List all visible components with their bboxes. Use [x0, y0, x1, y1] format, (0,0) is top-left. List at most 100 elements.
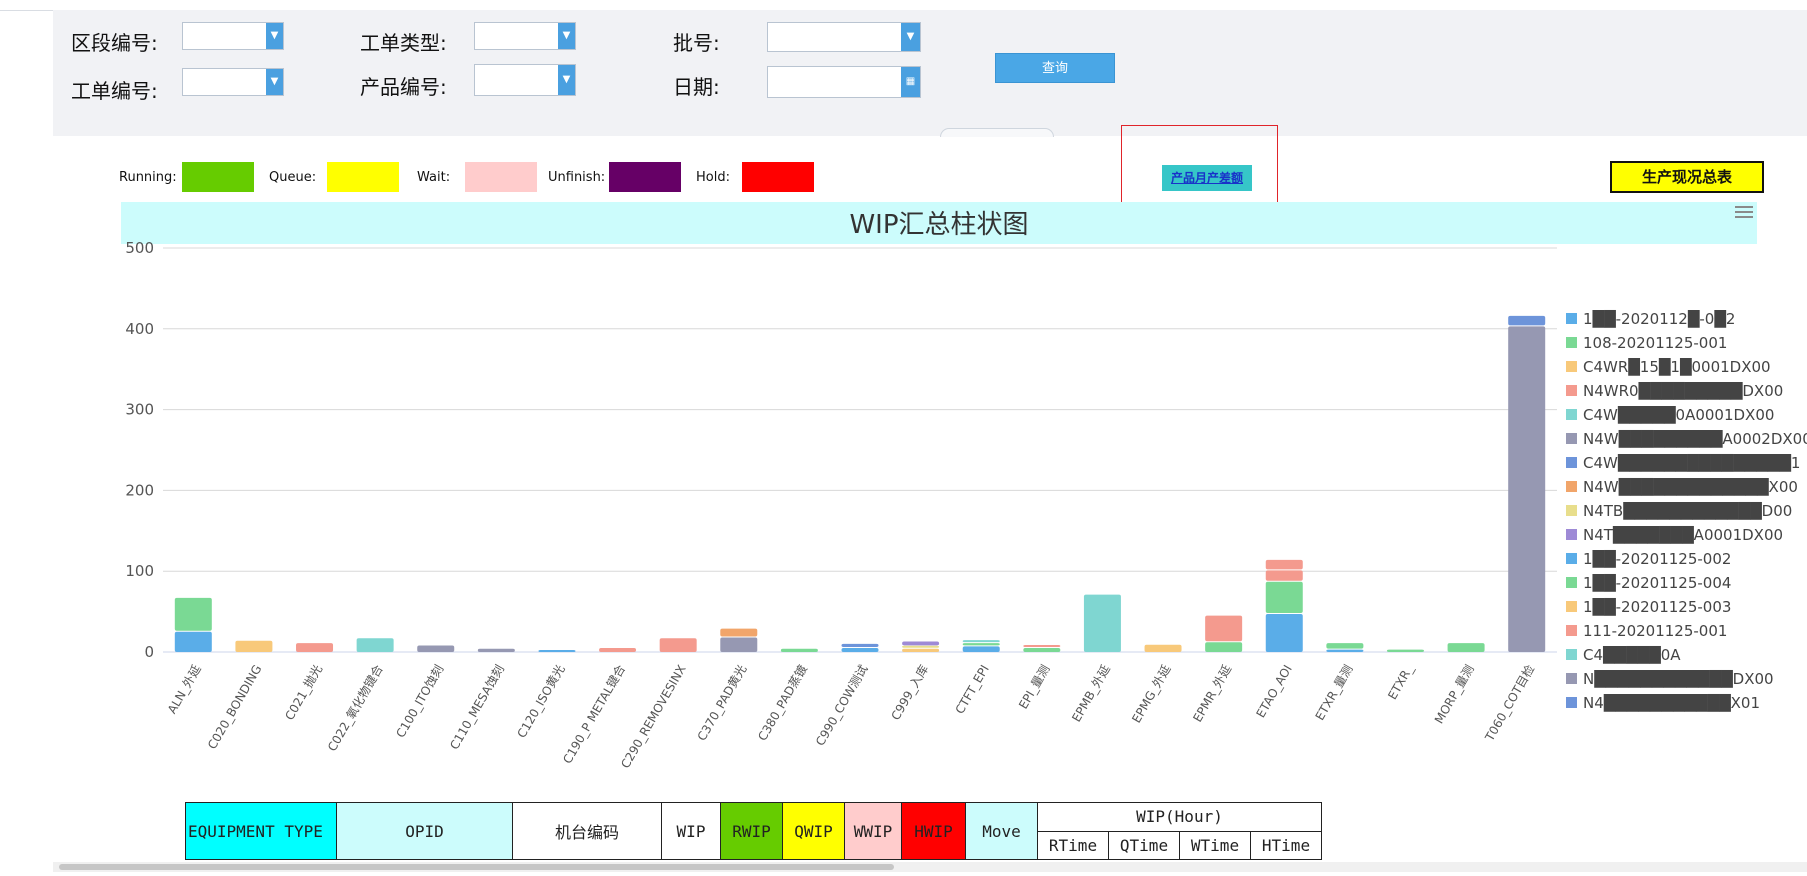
x-tick-label: C190_P METAL键合: [559, 662, 628, 766]
legend-queue-label: Queue:: [269, 170, 317, 185]
batch-no-label: 批号:: [673, 31, 720, 55]
product-monthly-diff-link[interactable]: 产品月产差额: [1162, 165, 1252, 191]
legend-unfinish-label: Unfinish:: [548, 170, 606, 185]
x-tick-label: ETXR_: [1385, 662, 1416, 702]
production-summary-button[interactable]: 生产现况总表: [1610, 161, 1764, 193]
bar-segment: [1326, 643, 1364, 649]
x-tick-label: C022_氧化物键合: [324, 662, 386, 754]
bar-segment: [174, 631, 212, 652]
bar-segment: [1083, 594, 1121, 652]
bar-segment: [1265, 570, 1303, 581]
bar-segment: [599, 647, 637, 652]
legend-hold-swatch: [742, 162, 814, 192]
bar-segment: [1326, 649, 1364, 652]
bar-segment: [1447, 643, 1485, 652]
legend-item-label: C4WR█15█1█0001DX00: [1583, 357, 1771, 376]
chevron-down-icon[interactable]: ▼: [558, 23, 575, 49]
menu-icon[interactable]: [1735, 206, 1753, 220]
bar-segment: [962, 646, 1000, 652]
y-tick-label: 0: [144, 643, 154, 661]
x-tick-label: C999_入库: [888, 662, 932, 723]
calendar-icon[interactable]: ▦: [901, 67, 920, 97]
legend-swatch: [1566, 361, 1577, 372]
col-machine-code: 机台编码: [512, 802, 662, 860]
section-no-label: 区段编号:: [71, 31, 158, 55]
workorder-no-select[interactable]: ▼: [182, 68, 284, 96]
x-tick-label: C370_PAD黄光: [695, 663, 750, 744]
bar-segment: [1205, 615, 1243, 642]
legend-item-label: N4███████████X01: [1583, 693, 1760, 712]
col-wip-hour: WIP(Hour): [1037, 802, 1322, 832]
chevron-down-icon[interactable]: ▼: [558, 65, 575, 95]
bar-segment: [780, 648, 818, 652]
bar-segment: [174, 597, 212, 631]
legend-swatch: [1566, 337, 1577, 348]
legend-running-swatch: [182, 162, 254, 192]
bar-segment: [720, 628, 758, 637]
bar-segment: [538, 650, 576, 652]
col-rtime: RTime: [1037, 830, 1109, 860]
legend-item-label: 1██-20201125-002: [1583, 549, 1731, 568]
bar-segment: [659, 638, 697, 652]
bar-segment: [1205, 642, 1243, 652]
product-no-label: 产品编号:: [360, 75, 447, 99]
legend-item-label: 1██-2020112█-0█2: [1583, 309, 1735, 328]
legend-item-label: N4T███████A0001DX00: [1583, 525, 1783, 544]
col-htime: HTime: [1250, 830, 1322, 860]
bar-segment: [720, 637, 758, 652]
workorder-type-label: 工单类型:: [360, 31, 447, 55]
legend-swatch: [1566, 553, 1577, 564]
legend-swatch: [1566, 697, 1577, 708]
y-tick-label: 200: [125, 481, 154, 499]
horizontal-scrollbar[interactable]: [53, 862, 1807, 872]
bar-segment: [1144, 644, 1182, 652]
legend-swatch: [1566, 409, 1577, 420]
col-qtime: QTime: [1108, 830, 1180, 860]
wip-table: EQUIPMENT TYPE OPID 机台编码 WIP RWIP QWIP W…: [185, 802, 1322, 860]
chart-title-band: WIP汇总柱状图: [121, 202, 1757, 244]
bar-segment: [1023, 647, 1061, 652]
bar-segment: [417, 645, 455, 652]
x-tick-label: EPMG_外延: [1129, 663, 1173, 726]
chart-title: WIP汇总柱状图: [849, 210, 1029, 240]
chevron-down-icon[interactable]: ▼: [266, 69, 283, 95]
bar-segment: [902, 645, 940, 648]
product-no-select[interactable]: ▼: [474, 64, 576, 96]
legend-swatch: [1566, 481, 1577, 492]
col-move: Move: [965, 802, 1038, 860]
bar-segment: [1386, 649, 1424, 652]
x-tick-label: C020_BONDING: [205, 663, 265, 752]
query-button[interactable]: 查询: [995, 53, 1115, 83]
filter-panel: 区段编号: ▼ 工单类型: ▼ 批号: ▼ 工单编号: ▼ 产品编号: ▼ 日期…: [53, 10, 1807, 136]
bar-segment: [1265, 559, 1303, 570]
y-tick-label: 500: [125, 239, 154, 257]
bar-segment: [902, 648, 940, 652]
workorder-type-select[interactable]: ▼: [474, 22, 576, 50]
scrollbar-thumb[interactable]: [59, 864, 894, 870]
x-tick-label: C990_COW测试: [812, 662, 870, 748]
section-no-select[interactable]: ▼: [182, 22, 284, 50]
legend-running-label: Running:: [119, 170, 177, 185]
x-tick-label: CTFT_EPI: [953, 663, 992, 717]
chevron-down-icon[interactable]: ▼: [266, 23, 283, 49]
legend-swatch: [1566, 313, 1577, 324]
wip-bar-chart: 0 100 200 300 400 500 ALN_外延 C020_BONDING C021_抛…: [125, 239, 1807, 771]
legend-swatch: [1566, 601, 1577, 612]
x-tick-label: EPI_量测: [1016, 663, 1052, 712]
x-tick-label: C380_PAD蒸镀: [755, 663, 810, 744]
chevron-down-icon[interactable]: ▼: [901, 23, 920, 51]
x-tick-label: C021_抛光: [281, 662, 325, 723]
batch-no-select[interactable]: ▼: [767, 22, 921, 52]
legend-swatch: [1566, 385, 1577, 396]
x-tick-label: T060_COT目检: [1481, 662, 1537, 744]
legend-swatch: [1566, 457, 1577, 468]
x-tick-label: ETAO_AOI: [1254, 663, 1295, 721]
bar-segment: [1265, 581, 1303, 614]
date-input[interactable]: ▦: [767, 66, 921, 98]
col-opid: OPID: [336, 802, 513, 860]
bar-segment: [1023, 644, 1061, 647]
legend-item-label: C4W█████0A0001DX00: [1583, 405, 1774, 424]
legend-hold-label: Hold:: [696, 170, 730, 185]
bar-segment: [841, 647, 879, 652]
legend-queue-swatch: [327, 162, 399, 192]
